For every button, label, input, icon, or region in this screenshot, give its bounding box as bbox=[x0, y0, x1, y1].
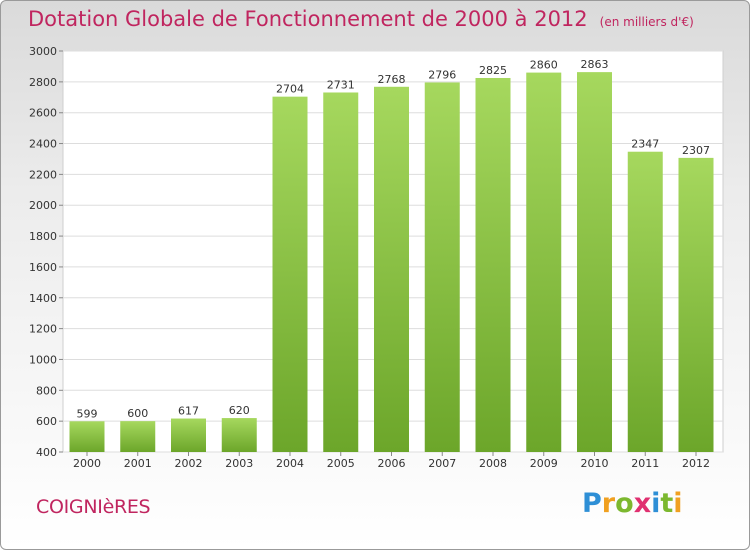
data-label: 2863 bbox=[581, 58, 609, 71]
data-label: 2307 bbox=[682, 144, 710, 157]
x-axis: 2000 2001 2002 2003 2004 2005 2006 2007 2008 2009… bbox=[73, 452, 710, 470]
y-tick-label: 2400 bbox=[29, 138, 57, 151]
commune-name: COIGNIèRES bbox=[36, 496, 151, 518]
y-tick-label: 1000 bbox=[29, 353, 57, 366]
bar-2012 bbox=[678, 157, 714, 452]
proxiti-logo: Proxiti bbox=[582, 488, 683, 519]
x-tick-label: 2010 bbox=[581, 457, 609, 470]
bar-2004 bbox=[272, 96, 308, 452]
y-tick-label: 3000 bbox=[29, 45, 57, 58]
x-tick-label: 2011 bbox=[631, 457, 659, 470]
data-label: 2825 bbox=[479, 64, 507, 77]
data-label: 2731 bbox=[327, 78, 355, 91]
data-label: 617 bbox=[178, 405, 199, 418]
bar-2008 bbox=[475, 77, 511, 452]
logo-letter: P bbox=[582, 488, 602, 519]
y-tick-label: 1400 bbox=[29, 292, 57, 305]
bar-2007 bbox=[424, 82, 460, 452]
bar-chart: 599 600 617 620 2704 2731 2768 2796 2825 2860 2863… bbox=[29, 45, 724, 470]
logo-letter: o bbox=[615, 488, 634, 519]
bar-2005 bbox=[323, 92, 359, 453]
y-tick-label: 1800 bbox=[29, 230, 57, 243]
x-tick-label: 2012 bbox=[682, 457, 710, 470]
y-tick-label: 2600 bbox=[29, 107, 57, 120]
data-label: 600 bbox=[127, 407, 148, 420]
y-tick-label: 600 bbox=[36, 415, 57, 428]
logo-letter: i bbox=[651, 488, 661, 519]
y-axis: 400 600 800 1000 1200 1400 1600 1800 2000 2200 240… bbox=[29, 45, 63, 459]
y-tick-label: 1600 bbox=[29, 261, 57, 274]
logo-letter: r bbox=[601, 488, 616, 519]
bar-2009 bbox=[526, 72, 562, 452]
logo-letter: x bbox=[633, 488, 652, 519]
data-label: 2347 bbox=[631, 138, 659, 151]
x-tick-label: 2004 bbox=[276, 457, 304, 470]
data-label: 620 bbox=[229, 404, 250, 417]
data-label: 2796 bbox=[428, 68, 456, 81]
data-label: 2860 bbox=[530, 59, 558, 72]
chart-title-text: Dotation Globale de Fonctionnement de 20… bbox=[28, 7, 588, 31]
x-tick-label: 2000 bbox=[73, 457, 101, 470]
x-tick-label: 2009 bbox=[530, 457, 558, 470]
y-tick-label: 1200 bbox=[29, 323, 57, 336]
x-tick-label: 2002 bbox=[175, 457, 203, 470]
y-tick-label: 2000 bbox=[29, 199, 57, 212]
label-layer: 599 600 617 620 2704 2731 2768 2796 2825 2860 2863… bbox=[77, 58, 711, 420]
logo-letter: t bbox=[660, 488, 674, 519]
y-tick-label: 800 bbox=[36, 384, 57, 397]
x-tick-label: 2007 bbox=[428, 457, 456, 470]
chart-unit: (en milliers d'€) bbox=[599, 15, 694, 29]
data-label: 2704 bbox=[276, 83, 304, 96]
bar-2010 bbox=[577, 72, 612, 453]
x-tick-label: 2003 bbox=[225, 457, 253, 470]
y-tick-label: 400 bbox=[36, 446, 57, 459]
bar-2003 bbox=[221, 418, 257, 452]
y-tick-label: 2800 bbox=[29, 76, 57, 89]
chart-title: Dotation Globale de Fonctionnement de 20… bbox=[28, 7, 694, 31]
bar-2011 bbox=[627, 151, 663, 452]
bar-layer bbox=[69, 72, 714, 453]
x-tick-label: 2005 bbox=[327, 457, 355, 470]
x-tick-label: 2006 bbox=[378, 457, 406, 470]
x-tick-label: 2008 bbox=[479, 457, 507, 470]
bar-2006 bbox=[374, 86, 409, 452]
logo-letter: i bbox=[673, 488, 683, 519]
data-label: 2768 bbox=[378, 73, 406, 86]
x-tick-label: 2001 bbox=[124, 457, 152, 470]
bar-2001 bbox=[120, 421, 156, 452]
bar-2000 bbox=[69, 421, 105, 452]
bar-2002 bbox=[171, 418, 206, 452]
data-label: 599 bbox=[77, 407, 98, 420]
y-tick-label: 2200 bbox=[29, 168, 57, 181]
